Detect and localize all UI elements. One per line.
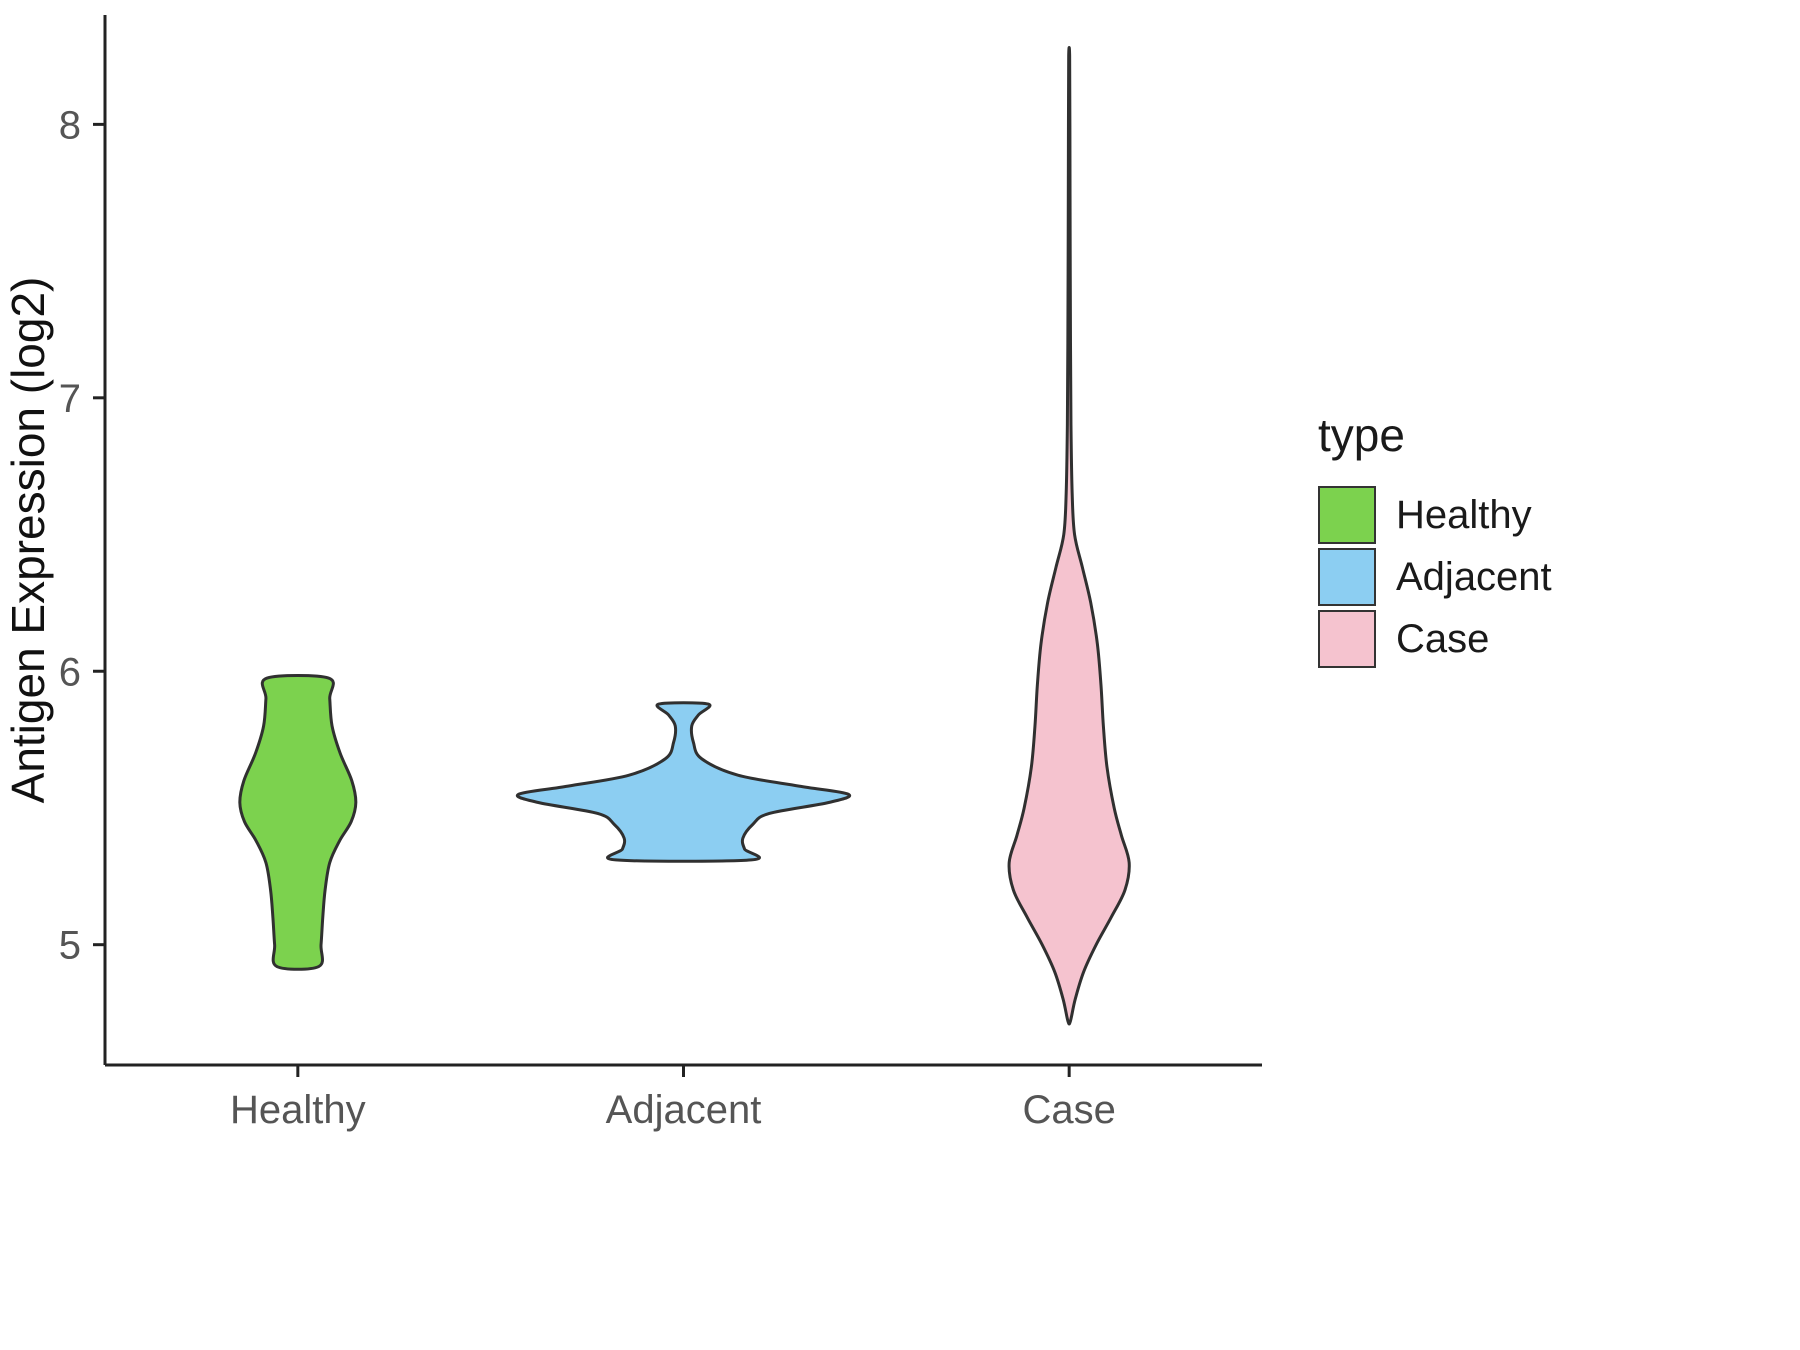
- legend-label: Case: [1396, 616, 1490, 661]
- legend-swatch-adjacent: [1318, 548, 1376, 606]
- x-tick-label: Adjacent: [606, 1088, 762, 1132]
- violin-case: [1007, 45, 1131, 1026]
- legend-swatch-healthy: [1318, 486, 1376, 544]
- chart-legend: type Healthy Adjacent Case: [1318, 408, 1552, 668]
- y-tick-label: 7: [59, 377, 81, 421]
- y-tick-label: 6: [59, 650, 81, 694]
- violin-adjacent: [515, 701, 852, 863]
- legend-items: Healthy Adjacent Case: [1318, 486, 1552, 668]
- legend-label: Healthy: [1396, 492, 1532, 537]
- legend-swatch-case: [1318, 610, 1376, 668]
- x-tick-label: Healthy: [230, 1088, 366, 1132]
- legend-item-healthy: Healthy: [1318, 486, 1552, 544]
- x-tick-label: Case: [1022, 1088, 1115, 1132]
- violin-healthy: [238, 674, 358, 971]
- legend-item-adjacent: Adjacent: [1318, 548, 1552, 606]
- legend-title: type: [1318, 409, 1405, 461]
- y-axis-title: Antigen Expression (log2): [2, 277, 54, 804]
- y-tick-label: 5: [59, 924, 81, 968]
- legend-item-case: Case: [1318, 610, 1552, 668]
- legend-label: Adjacent: [1396, 554, 1552, 599]
- y-tick-label: 8: [59, 103, 81, 147]
